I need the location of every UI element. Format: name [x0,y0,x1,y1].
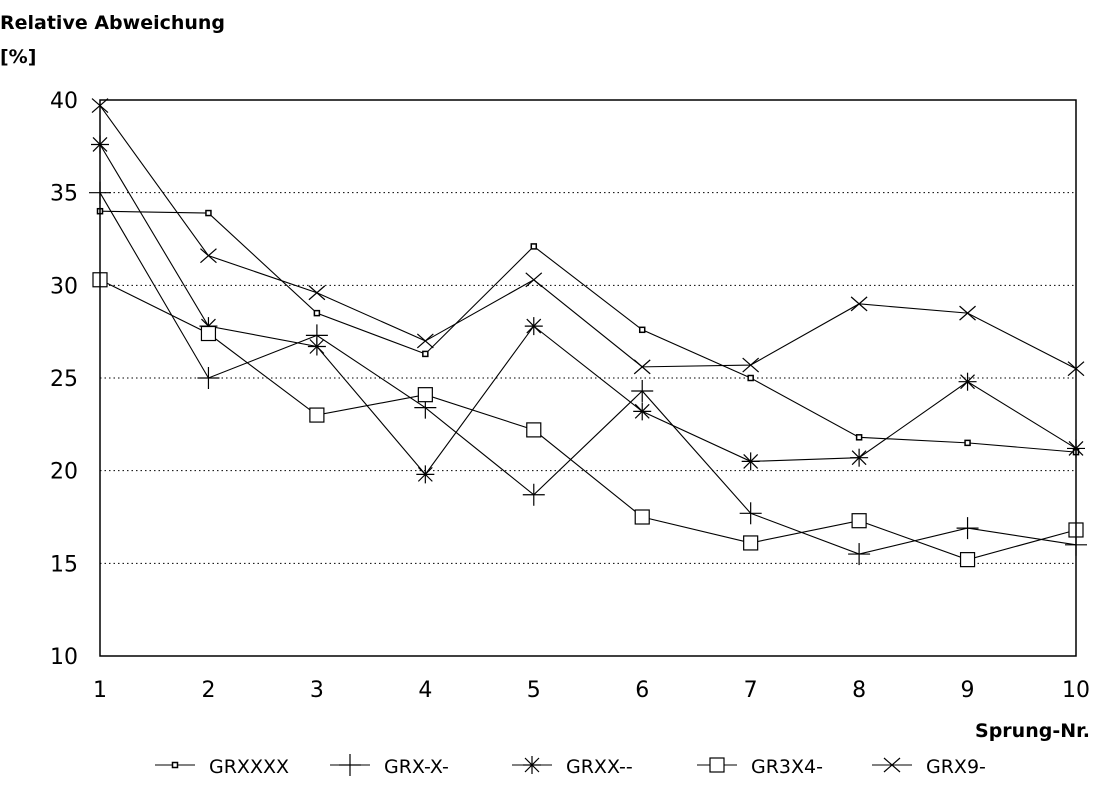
y-axis-label-line1: Relative Abweichung [0,12,225,34]
data-point [634,509,650,525]
grid [100,192,1076,564]
data-point [308,285,326,301]
plot-frame [99,99,1077,657]
x-tick-label: 7 [744,678,758,703]
legend-label: GRX-X- [384,756,449,778]
data-point [526,422,542,438]
data-point [964,439,971,447]
y-tick-label: 20 [50,460,78,485]
data-point [197,367,220,389]
data-point [956,517,979,540]
legend: GRXXXX GRX-X- GRXX-- GR3X4- GRX9- [155,754,986,778]
y-axis-label-line2: [%] [0,46,36,68]
x-tick-label: 5 [527,678,541,703]
x-tick-label: 10 [1062,678,1090,703]
legend-marker [523,756,541,774]
series-line [99,279,1077,561]
series-5 [91,98,1085,377]
legend-item: GRX9- [872,756,986,778]
data-point [848,543,871,566]
x-tick-label: 2 [201,678,215,703]
data-point [530,243,538,250]
y-tick-label: 15 [50,552,78,577]
data-point [417,387,433,403]
data-point [958,372,977,391]
series-line [99,144,1077,476]
series-2 [89,181,1087,566]
legend-item: GR3X4- [697,756,823,778]
y-tick-label: 25 [50,367,78,392]
data-point [416,465,435,484]
legend-marker [339,754,361,776]
data-point [959,552,976,568]
legend-item: GRXX-- [512,756,633,778]
legend-label: GR3X4- [751,756,823,778]
data-point [850,448,869,467]
series-group [89,98,1087,568]
legend-label: GRXXXX [209,756,289,778]
y-tick-label: 40 [50,89,78,114]
data-point [307,337,326,356]
x-tick-label: 3 [310,678,324,703]
data-point [633,402,652,421]
y-tick-label: 10 [50,645,78,670]
data-point [638,326,646,334]
data-point [855,434,863,441]
y-tick-label: 35 [50,182,78,207]
data-point [200,325,217,342]
legend-item: GRX-X- [330,754,449,778]
data-point [416,333,434,349]
series-1 [96,207,1080,456]
data-point [739,502,762,525]
x-tick-label: 1 [93,678,107,703]
legend-marker [883,757,901,773]
data-point [850,296,868,312]
x-tick-label: 8 [852,678,866,703]
legend-item: GRXXXX [155,756,289,778]
data-point [747,374,754,382]
data-point [200,248,217,264]
data-point [633,359,651,375]
x-tick-label: 9 [961,678,975,703]
data-point [741,452,760,471]
legend-label: GRX9- [926,756,986,778]
data-point [742,357,760,373]
data-point [631,379,654,402]
data-point [313,309,321,317]
data-point [522,483,545,506]
data-point [851,513,867,529]
legend-marker [709,757,725,773]
series-4 [92,272,1084,568]
series-line [99,105,1077,370]
data-point [743,535,759,551]
x-tick-label: 4 [418,678,432,703]
data-point [524,317,543,336]
data-point [422,350,429,358]
data-point [309,407,325,423]
data-point [525,272,543,288]
x-tick-label: 6 [635,678,649,703]
tick-labels: 10 15 20 25 30 35 40 1 2 3 4 5 6 7 8 9 10 [50,89,1090,703]
series-line [99,192,1077,555]
data-point [959,305,976,321]
legend-marker [171,761,179,769]
legend-label: GRXX-- [566,756,633,778]
series-line [99,210,1077,453]
x-axis-label: Sprung-Nr. [975,720,1090,742]
data-point [205,209,212,217]
y-tick-label: 30 [50,274,78,299]
series-3 [91,135,1085,484]
